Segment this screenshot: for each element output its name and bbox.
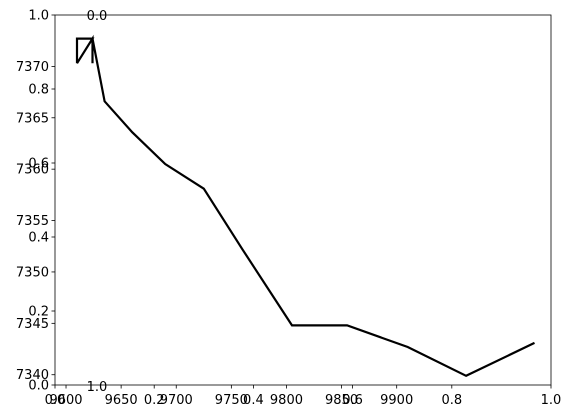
y-tick-label: 7365 bbox=[16, 111, 49, 126]
series-layer bbox=[75, 34, 535, 378]
overlay-y-tick-label: 0.0 bbox=[28, 379, 49, 394]
x-tick-label: 9800 bbox=[270, 393, 303, 408]
x-tick-label: 9900 bbox=[380, 393, 413, 408]
overlay-y-tick-label: 1.0 bbox=[28, 9, 49, 24]
overlay-top-label: 0.0 bbox=[87, 9, 108, 24]
overlay-x-tick-label: 0.6 bbox=[342, 393, 363, 408]
y-tick-label: 7370 bbox=[16, 60, 49, 75]
x-tick-label: 9700 bbox=[160, 393, 193, 408]
overlay-bottom-label: 1.0 bbox=[87, 380, 108, 395]
overlay-y-tick-label: 0.6 bbox=[28, 157, 49, 172]
overlay-x-tick-label: 0.4 bbox=[243, 393, 264, 408]
plot-background bbox=[55, 15, 551, 385]
y-tick-label: 7360 bbox=[16, 163, 49, 178]
overlay-x-tick-label: 0.8 bbox=[441, 393, 462, 408]
overlay-y-tick-label: 0.8 bbox=[28, 83, 49, 98]
main-axis-ticks: 7340 7345 7350 7355 7360 7365 7370 9600 9650 9700… bbox=[16, 60, 413, 408]
x-tick-label: 9650 bbox=[105, 393, 138, 408]
series-line-0 bbox=[75, 34, 535, 378]
plot-frame bbox=[54, 14, 552, 386]
overlay-x-tick-label: 1.0 bbox=[541, 393, 562, 408]
x-tick-label: 9750 bbox=[215, 393, 248, 408]
y-tick-label: 7350 bbox=[16, 265, 49, 280]
overlay-y-tick-label: 0.2 bbox=[28, 305, 49, 320]
overlay-y-tick-label: 0.4 bbox=[28, 231, 49, 246]
y-tick-label: 7345 bbox=[16, 317, 49, 332]
overlay-x-tick-label: 0.0 bbox=[45, 393, 66, 408]
overlay-x-tick-label: 0.2 bbox=[144, 393, 165, 408]
y-tick-label: 7355 bbox=[16, 214, 49, 229]
x-tick-label: 9850 bbox=[325, 393, 358, 408]
y-tick-label: 7340 bbox=[16, 368, 49, 383]
x-tick-label: 9600 bbox=[49, 393, 82, 408]
overlay-axis-ticks: 0.0 0.2 0.4 0.6 0.8 1.0 0.0 0.2 0.4 0.6 0.8 1.0 bbox=[28, 9, 561, 409]
